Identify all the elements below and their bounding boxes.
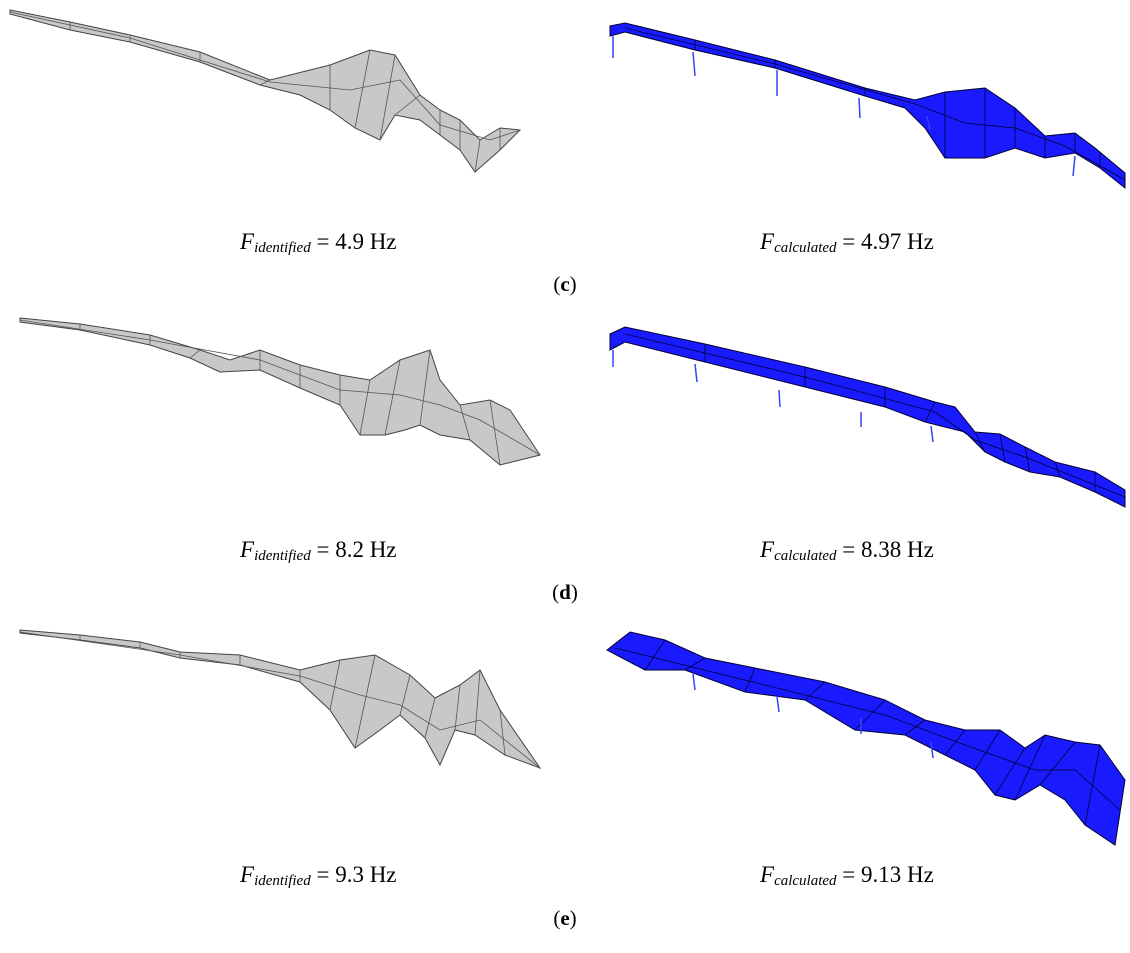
panel-label-c: (c): [553, 272, 577, 296]
identified-mode-shape-e: [0, 620, 550, 780]
identified-mesh-e: [19, 629, 542, 770]
panel-label-e: (e): [553, 906, 577, 930]
calculated-frequency-caption-d: Fcalculated = 8.38 Hz: [760, 537, 934, 564]
identified-frequency-caption-e: Fidentified = 9.3 Hz: [240, 862, 397, 889]
identified-mode-shape-c: [0, 0, 540, 190]
identified-frequency-caption-d: Fidentified = 8.2 Hz: [240, 537, 397, 564]
calculated-mode-shape-d: [605, 322, 1130, 512]
identified-mesh-c: [9, 9, 522, 173]
identified-mesh-d: [19, 317, 541, 466]
calculated-mesh-d: [609, 326, 1126, 508]
calculated-frequency-caption-c: Fcalculated = 4.97 Hz: [760, 229, 934, 256]
calculated-mode-shape-e: [605, 630, 1130, 860]
panel-e: Fidentified = 9.3 Hz Fcalculated = 9.13 …: [0, 620, 1130, 953]
calculated-frequency-caption-e: Fcalculated = 9.13 Hz: [760, 862, 934, 889]
identified-frequency-caption-c: Fidentified = 4.9 Hz: [240, 229, 397, 256]
identified-mode-shape-d: [0, 310, 550, 470]
panel-d: Fidentified = 8.2 Hz Fcalculated = 8.38 …: [0, 310, 1130, 620]
calculated-mesh-e: [606, 631, 1126, 846]
panel-c: Fidentified = 4.9 Hz Fcalculated = 4.97 …: [0, 0, 1130, 310]
calculated-mode-shape-c: [605, 18, 1130, 198]
panel-label-d: (d): [552, 580, 578, 604]
calculated-mesh-c: [609, 22, 1126, 190]
